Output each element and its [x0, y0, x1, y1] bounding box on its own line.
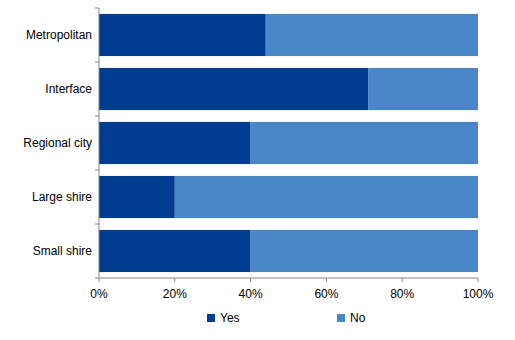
y-tick-mark	[95, 170, 99, 171]
bars	[99, 14, 478, 272]
y-axis-line	[99, 8, 100, 278]
y-tick-mark	[95, 224, 99, 225]
x-tick-mark	[478, 278, 479, 282]
legend-swatch	[207, 314, 215, 322]
bar-segment	[99, 230, 251, 272]
bar-segment	[99, 14, 266, 56]
x-tick-label: 100%	[463, 287, 494, 301]
x-tick-mark	[250, 278, 251, 282]
legend: Yes No	[207, 311, 366, 325]
bar-segment	[368, 68, 478, 110]
bar-segment	[175, 176, 478, 218]
x-tick-label: 40%	[239, 287, 263, 301]
category-label: Metropolitan	[26, 28, 92, 42]
legend-swatch	[337, 314, 345, 322]
legend-label: Yes	[220, 311, 240, 325]
legend-label: No	[350, 311, 366, 325]
x-tick-mark	[174, 278, 175, 282]
bar-segment	[99, 122, 251, 164]
y-tick-mark	[95, 278, 99, 279]
category-label: Large shire	[32, 190, 92, 204]
bar-segment	[99, 68, 368, 110]
y-tick-mark	[95, 116, 99, 117]
bar-segment	[251, 122, 478, 164]
x-tick-mark	[402, 278, 403, 282]
y-tick-mark	[95, 62, 99, 63]
x-axis-line	[99, 278, 478, 279]
x-tick-mark	[326, 278, 327, 282]
category-label: Small shire	[33, 244, 93, 258]
y-tick-mark	[95, 8, 99, 9]
bar-segment	[99, 176, 175, 218]
chart: Metropolitan Interface Regional city Large …	[0, 0, 515, 340]
bar-segment	[266, 14, 478, 56]
category-label: Interface	[45, 82, 92, 96]
category-label: Regional city	[23, 136, 92, 150]
x-tick-label: 20%	[163, 287, 187, 301]
x-tick-label: 0%	[90, 287, 108, 301]
x-tick-label: 80%	[390, 287, 414, 301]
x-tick-label: 60%	[314, 287, 338, 301]
bar-segment	[251, 230, 478, 272]
chart-container: Metropolitan Interface Regional city Large …	[0, 0, 515, 340]
x-tick-mark	[99, 278, 100, 282]
